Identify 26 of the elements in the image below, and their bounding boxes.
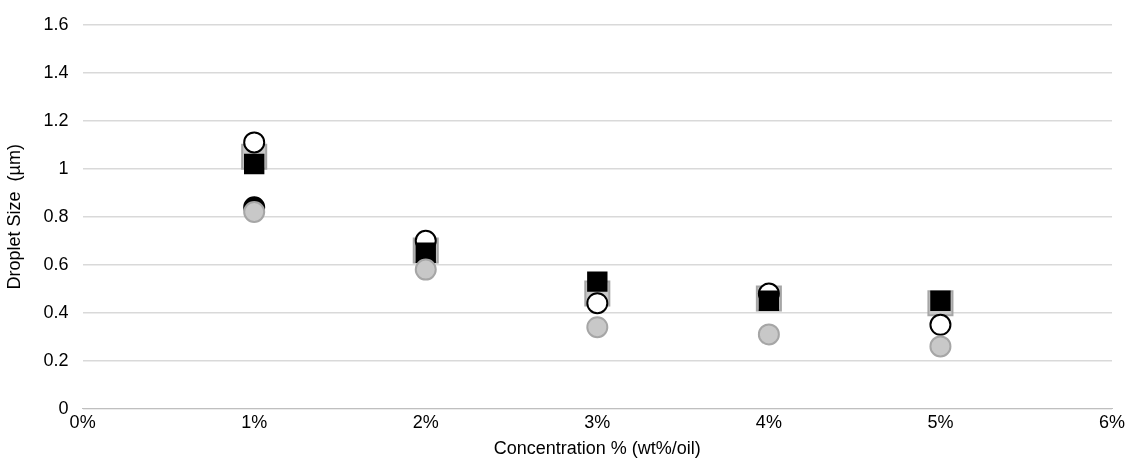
y-tick-label: 1.2 xyxy=(43,109,69,130)
x-tick-label: 1% xyxy=(241,411,268,432)
y-tick-label: 0.4 xyxy=(43,301,69,322)
x-tick-label: 4% xyxy=(755,411,782,432)
point xyxy=(586,292,609,315)
point xyxy=(929,335,952,358)
x-tick-label: 6% xyxy=(1098,411,1126,432)
y-tick-label: 0.8 xyxy=(43,205,69,226)
y-tick-label: 1 xyxy=(58,157,69,178)
x-axis-title: Concentration % (wt%/oil) xyxy=(493,438,701,459)
y-axis-title: Droplet Size (µm) xyxy=(3,144,24,290)
x-tick-label: 2% xyxy=(412,411,439,432)
x-tick-label: 3% xyxy=(584,411,611,432)
y-tick-label: 0.6 xyxy=(43,253,69,274)
y-tick-label: 1.6 xyxy=(43,13,69,34)
point xyxy=(757,323,780,346)
point xyxy=(243,131,266,154)
y-tick-label: 1.4 xyxy=(43,61,69,82)
y-tick-label: 0 xyxy=(58,397,69,418)
x-tick-label: 0% xyxy=(69,411,96,432)
point xyxy=(587,271,608,292)
point xyxy=(243,201,266,223)
point xyxy=(414,258,437,281)
y-tick-label: 0.2 xyxy=(43,349,69,370)
point xyxy=(586,316,609,339)
x-tick-label: 5% xyxy=(927,411,954,432)
